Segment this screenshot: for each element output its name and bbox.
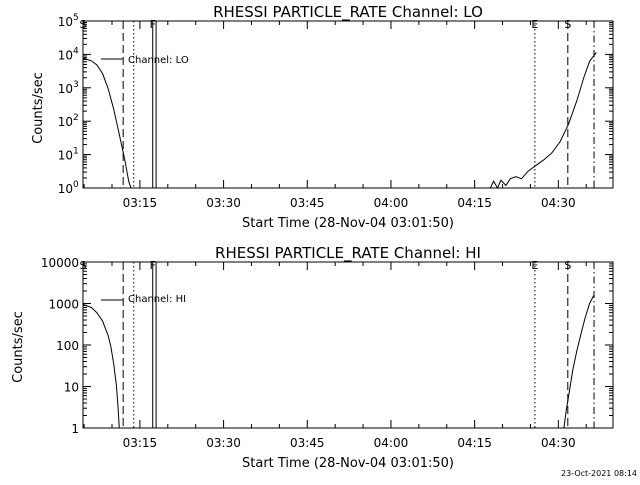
lo-channel-panel: RHESSI PARTICLE_RATE Channel: LO Start T… [31, 3, 614, 231]
hi-y-tick-label: 10000 [41, 256, 79, 270]
lo-y-tick-label: 10 [58, 48, 73, 62]
hi-rate-series-line [563, 294, 595, 429]
footer-timestamp: 23-Oct-2021 08:14 [561, 469, 637, 478]
hi-x-tick-label: 03:15 [123, 436, 158, 450]
lo-event-marker-label: S [564, 18, 571, 31]
lo-x-tick-label: 04:15 [457, 196, 492, 210]
hi-chart-title: RHESSI PARTICLE_RATE Channel: HI [215, 244, 481, 263]
lo-rate-series-line [489, 52, 597, 190]
lo-rate-series-line [82, 57, 132, 189]
lo-y-tick-label: 10 [58, 149, 73, 163]
hi-x-tick-label: 04:00 [374, 436, 409, 450]
lo-event-marker-label: E [531, 18, 538, 31]
hi-x-axis-label: Start Time (28-Nov-04 03:01:50) [242, 456, 454, 471]
lo-y-tick-exponent: 0 [73, 180, 79, 190]
hi-x-tick-label: 04:30 [541, 436, 576, 450]
lo-x-tick-label: 04:00 [374, 196, 409, 210]
lo-x-tick-label: 03:15 [123, 196, 158, 210]
hi-x-tick-label: 03:45 [290, 436, 325, 450]
lo-x-axis-label: Start Time (28-Nov-04 03:01:50) [242, 216, 454, 231]
hi-event-marker-label: S [564, 259, 571, 272]
lo-legend-label: Channel: LO [128, 55, 189, 66]
hi-x-tick-label: 04:15 [457, 436, 492, 450]
hi-event-marker-label: F [150, 259, 156, 272]
lo-chart-title: RHESSI PARTICLE_RATE Channel: LO [213, 3, 483, 22]
lo-y-tick-label: 10 [58, 182, 73, 196]
lo-plot-frame [82, 20, 614, 189]
lo-y-tick-label: 10 [58, 115, 73, 129]
hi-rate-series-line [82, 303, 120, 429]
lo-y-tick-label: 10 [58, 15, 73, 29]
hi-legend-label: Channel: HI [128, 294, 186, 305]
lo-x-tick-label: 03:30 [206, 196, 241, 210]
hi-y-axis-label: Counts/sec [11, 311, 26, 383]
lo-x-tick-label: 04:30 [541, 196, 576, 210]
lo-y-tick-exponent: 4 [73, 46, 79, 56]
lo-y-tick-exponent: 5 [73, 13, 79, 23]
lo-y-tick-exponent: 3 [73, 80, 79, 90]
lo-y-tick-exponent: 2 [73, 113, 79, 123]
hi-plot-frame [82, 261, 614, 429]
lo-y-axis-label: Counts/sec [31, 72, 46, 144]
lo-event-marker-label: S [80, 18, 87, 31]
hi-y-tick-label: 100 [56, 339, 79, 353]
hi-x-tick-label: 03:30 [206, 436, 241, 450]
hi-y-tick-label: 1000 [48, 298, 79, 312]
lo-y-tick-exponent: 1 [73, 147, 79, 157]
lo-y-tick-label: 10 [58, 82, 73, 96]
hi-channel-panel: RHESSI PARTICLE_RATE Channel: HI Start T… [11, 244, 614, 471]
hi-y-tick-label: 10 [64, 381, 79, 395]
lo-x-tick-label: 03:45 [290, 196, 325, 210]
lo-event-marker-label: F [150, 18, 156, 31]
hi-event-marker-label: S [80, 259, 87, 272]
hi-event-marker-label: E [531, 259, 538, 272]
hi-y-tick-label: 1 [71, 422, 79, 436]
